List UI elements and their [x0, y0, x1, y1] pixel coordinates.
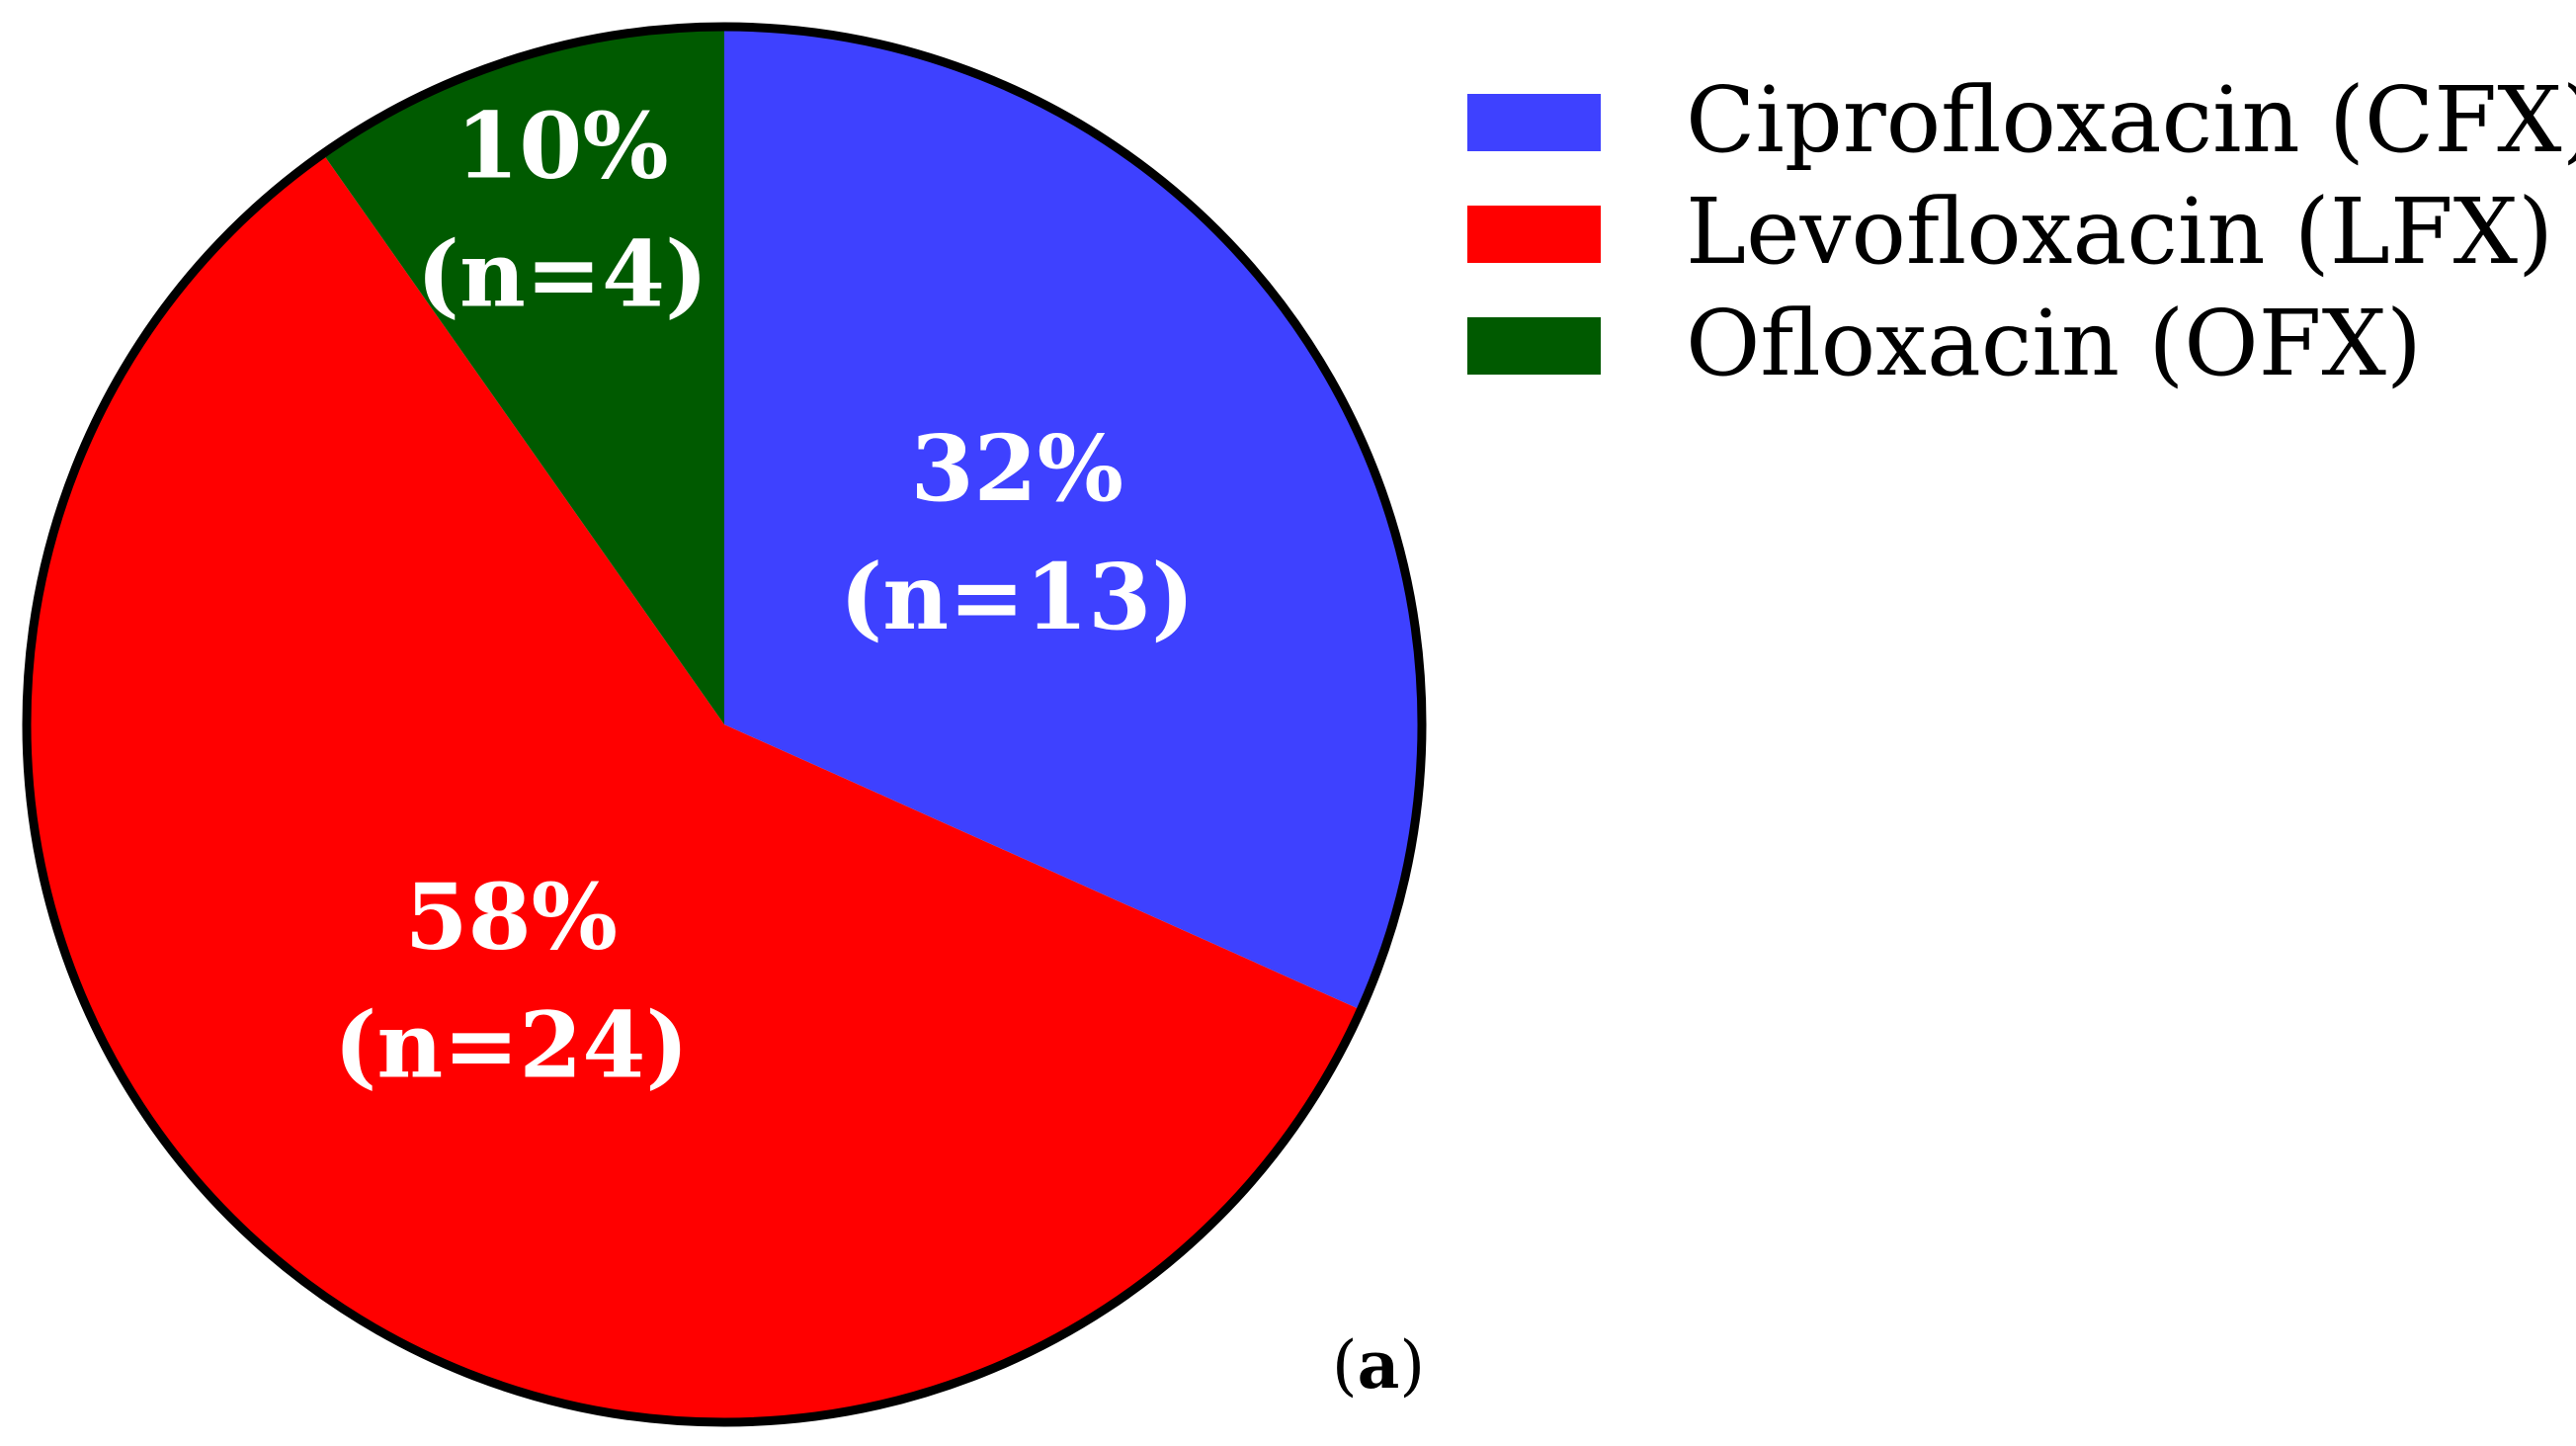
slice-labels: 32% (n=13) 58% (n=24) 10% (n=4) [334, 93, 1195, 1099]
legend-swatch [1467, 94, 1601, 151]
slice-percent-label: 58% [405, 863, 618, 970]
slice-percent-label: 10% [456, 93, 668, 200]
pie-slice-2 [26, 153, 1362, 1423]
slice-count-label: (n=4) [416, 221, 707, 328]
pie-slice-1 [724, 27, 1422, 1010]
legend: Ciprofloxacin (CFX)Levofloxacin (LFX)Ofl… [1467, 67, 2576, 396]
legend-label: Ofloxacin (OFX) [1686, 291, 2422, 396]
pie-slice-3 [322, 27, 724, 724]
legend-label: Levofloxacin (LFX) [1686, 179, 2553, 285]
pie-slices [26, 27, 1422, 1423]
slice-percent-label: 32% [911, 415, 1123, 522]
slice-count-label: (n=24) [334, 991, 689, 1098]
slice-count-label: (n=13) [840, 544, 1195, 650]
legend-label: Ciprofloxacin (CFX) [1686, 67, 2576, 173]
pie-outline [22, 22, 1427, 1427]
legend-swatch [1467, 206, 1601, 263]
legend-swatch [1467, 317, 1601, 375]
panel-label: (a) [1332, 1326, 1425, 1403]
